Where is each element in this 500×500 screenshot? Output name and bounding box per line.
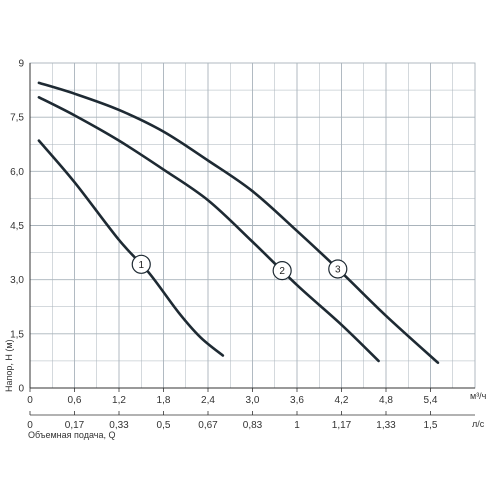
x-tick-label-secondary: 0 — [27, 420, 33, 431]
x-unit-secondary: л/с — [472, 419, 485, 429]
y-tick-label: 7,5 — [10, 113, 24, 124]
x-tick-label-primary: 4,2 — [335, 395, 349, 406]
x-tick-label-primary: 2,4 — [201, 395, 215, 406]
curves — [37, 81, 440, 365]
x-tick-label-secondary: 0,83 — [243, 420, 263, 431]
y-tick-label: 3,0 — [10, 275, 24, 286]
y-tick-label: 9 — [18, 59, 24, 70]
x-unit-primary: м³/ч — [470, 391, 487, 401]
y-tick-label: 4,5 — [10, 221, 24, 232]
y-tick-label: 6,0 — [10, 167, 24, 178]
x-tick-label-secondary: 1,33 — [376, 420, 396, 431]
series-line-3 — [37, 81, 440, 365]
x-tick-label-secondary: 1,5 — [424, 420, 438, 431]
x-tick-label-secondary: 0,67 — [198, 420, 218, 431]
y-tick-label: 0 — [18, 384, 24, 395]
x-tick-label-secondary: 1,17 — [332, 420, 352, 431]
curve-number-label: 2 — [279, 266, 285, 277]
series-line-2 — [37, 96, 380, 363]
x-tick-label-secondary: 1 — [294, 420, 300, 431]
x-tick-label-secondary: 0,17 — [65, 420, 85, 431]
x-tick-label-primary: 5,4 — [424, 395, 438, 406]
x-tick-label-primary: 4,8 — [379, 395, 393, 406]
grid — [29, 62, 476, 416]
x-tick-label-secondary: 0,5 — [157, 420, 171, 431]
x-tick-label-primary: 0,6 — [68, 395, 82, 406]
curve-marker-3 — [328, 259, 348, 279]
curve-number-label: 1 — [138, 260, 144, 271]
y-tick-label: 1,5 — [10, 329, 24, 340]
curve-marker-2 — [272, 261, 292, 281]
curve-markers: 1 2 3 — [131, 254, 348, 281]
y-axis-title: Напор, Н (м) — [4, 339, 14, 392]
x-tick-label-primary: 3,0 — [246, 395, 260, 406]
curve-number-label: 3 — [335, 264, 341, 275]
x-tick-label-primary: 3,6 — [290, 395, 304, 406]
x-axis-title: Объемная подача, Q — [28, 430, 115, 440]
x-tick-label-primary: 1,8 — [157, 395, 171, 406]
curve-marker-1 — [131, 254, 151, 274]
axis-labels: Напор, Н (м) Объемная подача, Q м³/ч л/с… — [4, 59, 487, 441]
x-tick-label-primary: 0 — [27, 395, 33, 406]
series-line-1 — [37, 139, 225, 357]
x-tick-label-primary: 1,2 — [112, 395, 126, 406]
x-tick-label-secondary: 0,33 — [109, 420, 129, 431]
